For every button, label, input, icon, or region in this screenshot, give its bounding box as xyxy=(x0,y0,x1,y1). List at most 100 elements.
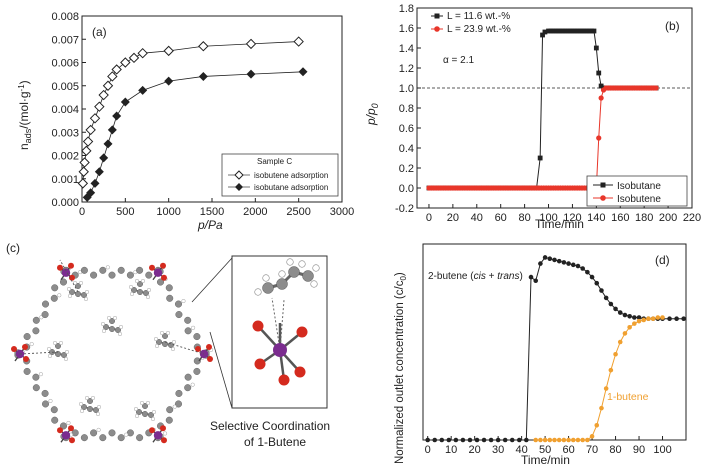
legend-red-circle-icon xyxy=(600,195,606,201)
data-point xyxy=(667,316,672,322)
y-tick-label: 0.4 xyxy=(399,143,414,155)
data-point xyxy=(674,316,679,322)
chart-d-series xyxy=(425,255,686,443)
carbon-atom xyxy=(50,406,58,414)
data-point xyxy=(537,155,543,161)
data-point xyxy=(79,157,90,168)
data-point xyxy=(99,153,109,163)
data-point xyxy=(89,113,101,124)
data-point xyxy=(111,64,122,75)
butene-molecule xyxy=(133,400,156,421)
x-tick-label: 30 xyxy=(492,444,504,456)
x-tick-label: 1500 xyxy=(200,206,224,218)
chart-b-legend-item-isobutane: Isobutane xyxy=(617,181,661,192)
data-point xyxy=(591,28,597,34)
carbon-atom xyxy=(184,373,192,381)
data-point xyxy=(589,274,595,280)
chart-b-legend: Isobutane Isobutene xyxy=(586,175,688,207)
data-point xyxy=(655,315,661,320)
legend-black-square-icon xyxy=(600,182,606,188)
hydrogen-atom xyxy=(190,382,195,387)
data-point xyxy=(646,316,651,322)
chart-c-panel-label: (c) xyxy=(6,241,20,255)
series-isobutene xyxy=(426,85,659,191)
chart-b-series xyxy=(426,28,659,191)
carbon-atom xyxy=(50,294,58,302)
data-point xyxy=(552,257,557,263)
carbon-atom xyxy=(51,284,59,292)
data-point xyxy=(94,101,105,112)
data-point xyxy=(107,71,118,82)
data-point xyxy=(488,437,494,443)
data-point xyxy=(599,405,604,411)
hydrogen-atom xyxy=(57,293,62,298)
data-point xyxy=(533,278,539,284)
butene-molecule xyxy=(78,395,101,416)
chart-a-x-ticks: 0 500 1000 1500 2000 2500 3000 xyxy=(79,198,354,218)
carbon-atom xyxy=(23,333,31,341)
x-tick-label: 0 xyxy=(79,206,85,218)
carbon-atom xyxy=(41,311,49,319)
chart-a-y-label: nads/(mol·g-1) xyxy=(17,80,33,150)
x-tick-label: 80 xyxy=(518,212,530,224)
x-tick-label: 100 xyxy=(653,444,671,456)
butene-molecule xyxy=(66,281,89,301)
chart-d-series-label-2-butene: 2-butene (cis + trans) xyxy=(428,271,523,282)
y-tick-label: 0.8 xyxy=(399,103,414,115)
oxygen-atom xyxy=(254,358,266,370)
chart-d-panel-label: (d) xyxy=(655,253,670,267)
carbon-atom xyxy=(174,400,182,408)
data-point xyxy=(164,76,174,86)
y-tick-label: 0.005 xyxy=(51,81,79,93)
data-point xyxy=(641,317,647,323)
series-line xyxy=(427,256,684,441)
y-tick-label: 1.8 xyxy=(399,3,414,15)
data-point xyxy=(137,47,148,59)
chart-b-y-label: p/p0 xyxy=(364,103,380,126)
y-tick-label: 0.000 xyxy=(51,197,79,209)
x-tick-label: 0 xyxy=(425,444,431,456)
chart-a-legend-item-isobutene: isobutene adsorption xyxy=(254,171,328,180)
x-tick-label: 220 xyxy=(683,212,701,224)
data-point xyxy=(598,95,604,101)
carbon-atom xyxy=(175,311,183,319)
carbon-atom xyxy=(184,316,192,324)
data-point xyxy=(585,437,590,443)
data-point xyxy=(293,36,304,47)
chart-a-panel-label: (a) xyxy=(92,25,107,39)
annotation-black-square-icon xyxy=(434,13,440,19)
data-point xyxy=(653,85,659,91)
hydrogen-atom xyxy=(105,265,110,270)
data-point xyxy=(163,45,174,57)
data-point xyxy=(298,67,308,77)
x-tick-label: 60 xyxy=(495,212,507,224)
carbon-atom xyxy=(175,389,183,397)
hydrogen-atom xyxy=(29,342,34,347)
x-tick-label: 3000 xyxy=(330,206,354,218)
hydrogen-atom xyxy=(286,258,294,266)
data-point xyxy=(636,318,642,324)
data-point xyxy=(608,367,614,373)
x-tick-label: 200 xyxy=(659,212,677,224)
carbon-atom xyxy=(108,271,116,279)
x-tick-label: 2500 xyxy=(286,206,310,218)
data-point xyxy=(603,295,609,301)
data-point xyxy=(540,32,545,38)
carbon-atom xyxy=(42,300,50,308)
hydrogen-atom xyxy=(38,372,43,377)
hydrogen-atom xyxy=(96,427,101,432)
data-point xyxy=(580,266,585,271)
carbon-atom xyxy=(276,278,288,290)
hydrogen-atom xyxy=(312,264,320,272)
y-tick-label: 0.2 xyxy=(399,163,414,175)
data-point xyxy=(650,316,656,322)
chart-a-series xyxy=(77,36,308,202)
oxygen-atom xyxy=(252,320,264,332)
x-tick-label: 60 xyxy=(562,444,574,456)
carbon-atom xyxy=(193,357,201,365)
data-point xyxy=(617,310,623,315)
data-point xyxy=(245,38,257,50)
mof-structure-illustration: (c) Selective Coordination of 1-Butene xyxy=(6,241,330,449)
x-tick-label: 80 xyxy=(609,444,621,456)
chart-a-x-label: p/Pa xyxy=(197,218,223,232)
